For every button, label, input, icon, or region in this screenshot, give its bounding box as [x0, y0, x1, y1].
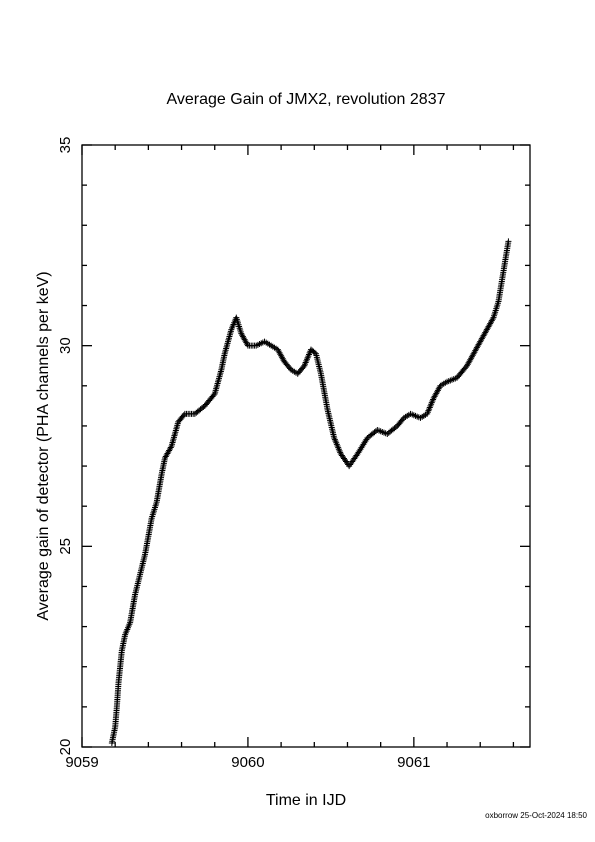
y-axis-label: Average gain of detector (PHA channels p…	[35, 271, 52, 620]
x-tick-label: 9059	[65, 754, 98, 771]
y-tick-label: 30	[57, 337, 74, 354]
data-points	[108, 238, 512, 746]
x-axis-ticks: 9059 9060 9061	[65, 145, 515, 771]
data-point-interp	[180, 412, 187, 419]
footer-timestamp: oxborrow 25-Oct-2024 18:50	[485, 811, 587, 820]
x-tick-label: 9061	[397, 754, 430, 771]
x-axis-label: Time in IJD	[266, 792, 346, 809]
y-tick-label: 20	[57, 739, 74, 756]
chart-title: Average Gain of JMX2, revolution 2837	[167, 91, 446, 108]
data-point	[505, 238, 512, 245]
y-tick-label: 25	[57, 538, 74, 555]
y-axis-ticks: 20 25 30 35	[57, 137, 530, 756]
y-tick-label: 35	[57, 137, 74, 154]
plot-frame	[81, 144, 531, 748]
data-point-interp	[210, 392, 217, 399]
x-tick-label: 9060	[231, 754, 264, 771]
